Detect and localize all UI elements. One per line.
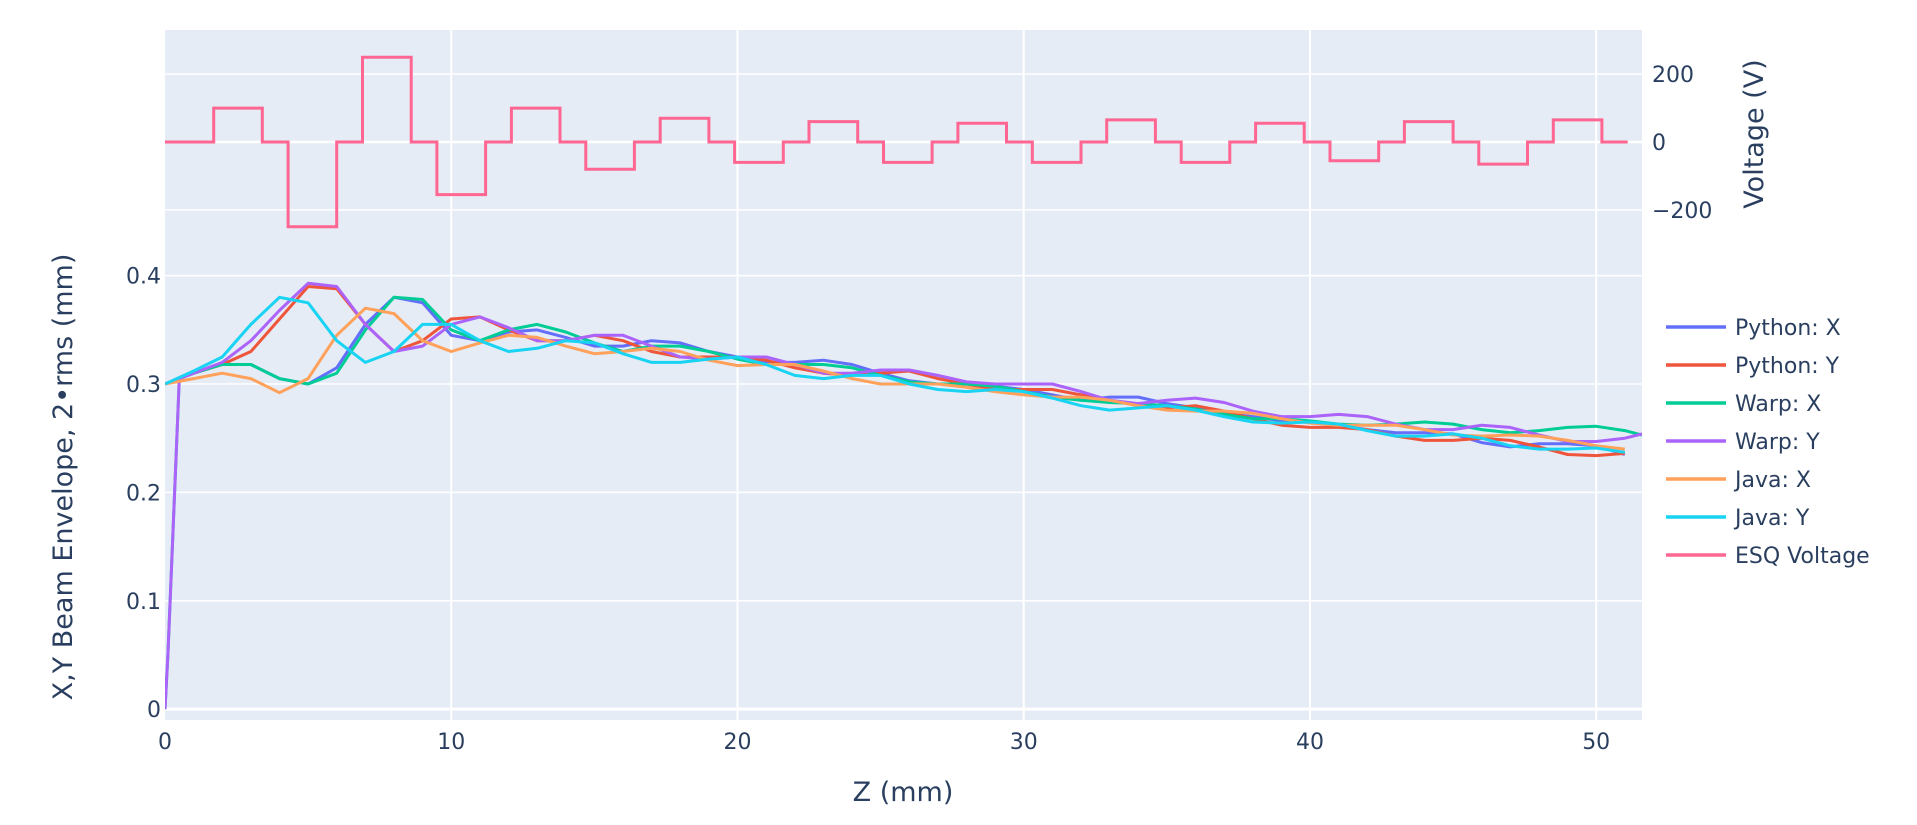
x-tick-label: 10 bbox=[437, 730, 465, 755]
series-line-java-x bbox=[165, 306, 1625, 451]
legend-label: Warp: Y bbox=[1735, 430, 1820, 455]
x-tick-label: 30 bbox=[1010, 730, 1038, 755]
tick-labels: 0 10 20 30 40 50 200 0 −200 0 0.1 0.2 0.3 0.4 bbox=[126, 63, 1712, 755]
legend-item[interactable]: Warp: X bbox=[1666, 392, 1821, 417]
series-line-esq-voltage bbox=[165, 55, 1628, 229]
envelope-y-tick-label: 0.4 bbox=[126, 265, 161, 290]
envelope-plot-area bbox=[165, 254, 1642, 720]
legend-item[interactable]: Java: Y bbox=[1666, 506, 1810, 531]
voltage-y-axis-title: Voltage (V) bbox=[1739, 59, 1770, 208]
voltage-y-tick-label: −200 bbox=[1652, 199, 1712, 224]
x-tick-label: 0 bbox=[158, 730, 172, 755]
legend-label: Python: Y bbox=[1735, 354, 1840, 379]
x-axis-title: Z (mm) bbox=[853, 777, 954, 808]
series-lines bbox=[165, 55, 1642, 710]
series-line-java-y bbox=[165, 295, 1626, 454]
voltage-y-tick-label: 0 bbox=[1652, 131, 1666, 156]
legend-item[interactable]: ESQ Voltage bbox=[1666, 544, 1870, 569]
legend-label: Python: X bbox=[1735, 316, 1841, 341]
envelope-y-tick-label: 0 bbox=[147, 698, 161, 723]
voltage-y-tick-label: 200 bbox=[1652, 63, 1694, 88]
legend-item[interactable]: Python: Y bbox=[1666, 354, 1840, 379]
x-tick-label: 20 bbox=[723, 730, 751, 755]
legend-item[interactable]: Warp: Y bbox=[1666, 430, 1820, 455]
envelope-y-tick-label: 0.1 bbox=[126, 590, 161, 615]
x-tick-label: 40 bbox=[1296, 730, 1324, 755]
legend-item[interactable]: Java: X bbox=[1666, 468, 1811, 493]
legend: Python: X Python: Y Warp: X Warp: Y Java: X J… bbox=[1666, 316, 1870, 569]
envelope-y-tick-label: 0.2 bbox=[126, 481, 161, 506]
legend-label: Warp: X bbox=[1735, 392, 1821, 417]
envelope-y-tick-label: 0.3 bbox=[126, 373, 161, 398]
x-tick-label: 50 bbox=[1582, 730, 1610, 755]
legend-item[interactable]: Python: X bbox=[1666, 316, 1841, 341]
legend-label: ESQ Voltage bbox=[1735, 544, 1870, 569]
legend-label: Java: Y bbox=[1733, 506, 1810, 531]
legend-label: Java: X bbox=[1733, 468, 1811, 493]
envelope-y-axis-title: X,Y Beam Envelope, 2•rms (mm) bbox=[48, 254, 79, 701]
series-line-python-x bbox=[165, 295, 1626, 456]
